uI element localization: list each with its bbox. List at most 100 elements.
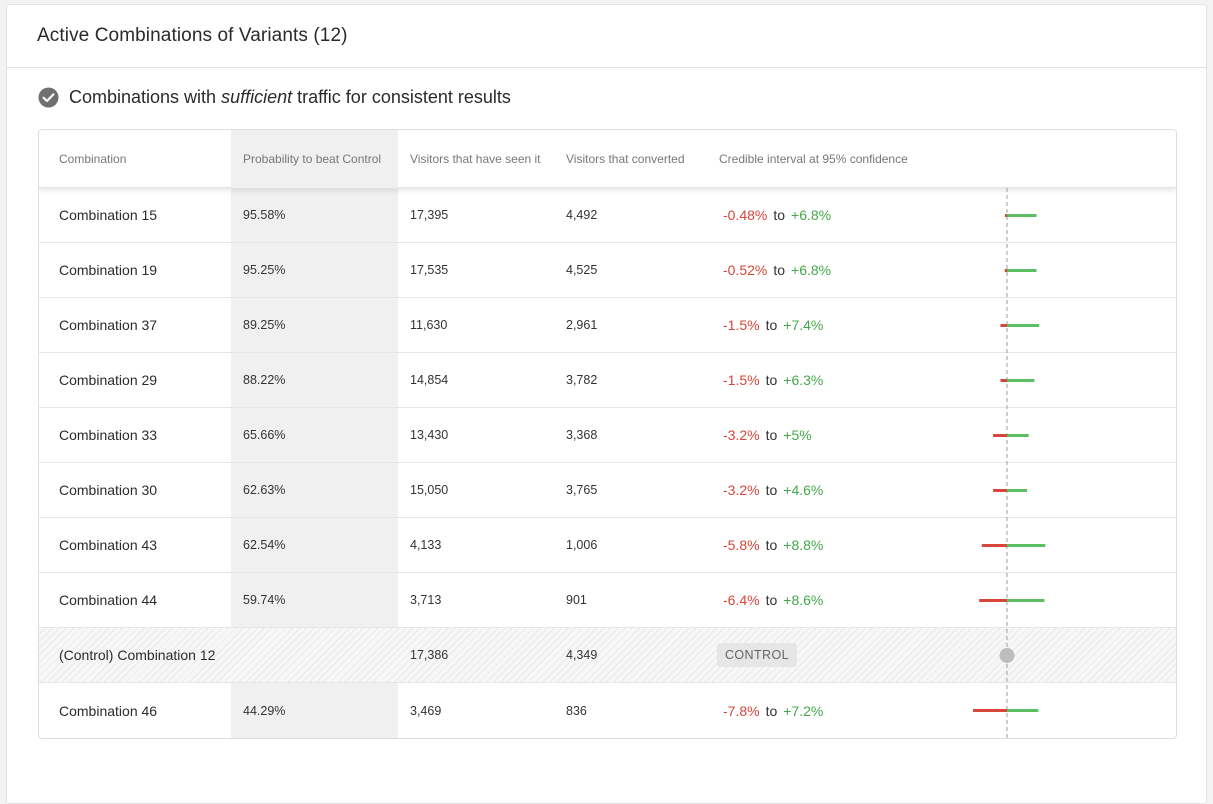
combination-name: Combination 43 <box>59 537 158 553</box>
interval-to: to <box>773 262 786 278</box>
interval-high: +7.4% <box>783 317 824 333</box>
probability-value: 95.25% <box>231 243 398 297</box>
visitors-converted-value: 4,349 <box>566 648 598 662</box>
probability-value: 59.74% <box>231 573 398 627</box>
column-header-probability[interactable]: Probability to beat Control <box>231 130 398 188</box>
combination-name: Combination 19 <box>59 262 158 278</box>
combination-name: Combination 44 <box>59 592 158 608</box>
section-title-suffix: traffic for consistent results <box>292 87 511 107</box>
combination-name: (Control) Combination 12 <box>59 647 216 663</box>
combinations-table: Combination Probability to beat Control … <box>38 129 1177 739</box>
section-title-prefix: Combinations with <box>69 87 222 107</box>
table-row-control[interactable]: (Control) Combination 12 17,386 4,349 CONTR… <box>39 628 1176 683</box>
visitors-seen-value: 4,133 <box>410 538 442 552</box>
table-row[interactable]: Combination 37 89.25% 11,630 2,961 -1.5% to +7… <box>39 298 1176 353</box>
variants-card: Active Combinations of Variants (12) Com… <box>6 4 1207 804</box>
check-circle-icon <box>38 87 59 108</box>
interval-low: -3.2% <box>723 427 760 443</box>
visitors-seen-value: 14,854 <box>410 373 449 387</box>
credible-interval-cell: -5.8% to +8.8% <box>707 518 977 572</box>
visitors-seen-value: 15,050 <box>410 483 449 497</box>
probability-value: 62.54% <box>231 518 398 572</box>
visitors-converted-value: 901 <box>566 593 587 607</box>
interval-to: to <box>773 207 786 223</box>
table-body: Combination 15 95.58% 17,395 4,492 -0.48% to +… <box>39 188 1176 738</box>
control-badge: CONTROL <box>717 643 797 667</box>
interval-high: +7.2% <box>783 702 824 719</box>
probability-value: 44.29% <box>231 683 398 738</box>
table-row[interactable]: Combination 43 62.54% 4,133 1,006 -5.8% to +8.… <box>39 518 1176 573</box>
visitors-seen-value: 17,386 <box>410 648 449 662</box>
interval-low: -0.48% <box>723 207 768 223</box>
visitors-converted-value: 4,492 <box>566 208 598 222</box>
interval-high: +5% <box>783 427 812 443</box>
interval-high: +8.8% <box>783 537 824 553</box>
column-header-credible-interval: Credible interval at 95% confidence <box>719 151 908 166</box>
interval-low: -3.2% <box>723 482 760 498</box>
table-row[interactable]: Combination 44 59.74% 3,713 901 -6.4% to +8.6% <box>39 573 1176 628</box>
interval-to: to <box>765 537 778 553</box>
interval-high: +6.3% <box>783 372 824 388</box>
credible-interval-cell: -0.52% to +6.8% <box>707 243 977 297</box>
table-row[interactable]: Combination 19 95.25% 17,535 4,525 -0.52% to +… <box>39 243 1176 298</box>
interval-high: +6.8% <box>791 207 832 223</box>
interval-high: +8.6% <box>783 592 824 608</box>
interval-to: to <box>765 592 778 608</box>
card-header: Active Combinations of Variants (12) <box>7 5 1206 68</box>
table-row[interactable]: Combination 33 65.66% 13,430 3,368 -3.2% to +5… <box>39 408 1176 463</box>
visitors-seen-value: 17,535 <box>410 263 449 277</box>
credible-interval-cell: CONTROL <box>707 628 977 682</box>
table-row[interactable]: Combination 46 44.29% 3,469 836 -7.8% to +7.2% <box>39 683 1176 738</box>
credible-interval-cell: -1.5% to +7.4% <box>707 298 977 352</box>
table-row[interactable]: Combination 29 88.22% 14,854 3,782 -1.5% to +6… <box>39 353 1176 408</box>
column-header-visitors-seen[interactable]: Visitors that have seen it <box>410 151 541 166</box>
visitors-converted-value: 4,525 <box>566 263 598 277</box>
interval-low: -6.4% <box>723 592 760 608</box>
interval-low: -0.52% <box>723 262 768 278</box>
visitors-seen-value: 11,630 <box>410 318 448 332</box>
interval-low: -1.5% <box>723 317 760 333</box>
visitors-converted-value: 3,765 <box>566 483 598 497</box>
visitors-converted-value: 2,961 <box>566 318 598 332</box>
visitors-seen-value: 17,395 <box>410 208 449 222</box>
combination-name: Combination 15 <box>59 207 158 223</box>
interval-high: +6.8% <box>791 262 832 278</box>
interval-low: -1.5% <box>723 372 760 388</box>
combination-name: Combination 46 <box>59 702 158 719</box>
credible-interval-cell: -7.8% to +7.2% <box>707 683 977 738</box>
probability-value: 88.22% <box>231 353 398 407</box>
table-row[interactable]: Combination 30 62.63% 15,050 3,765 -3.2% to +4… <box>39 463 1176 518</box>
probability-value <box>231 628 398 682</box>
visitors-seen-value: 3,713 <box>410 593 442 607</box>
interval-low: -7.8% <box>723 702 760 719</box>
visitors-converted-value: 836 <box>566 703 587 718</box>
credible-interval-cell: -3.2% to +5% <box>707 408 977 462</box>
interval-to: to <box>765 482 778 498</box>
card-title: Active Combinations of Variants (12) <box>37 25 348 46</box>
table-header: Combination Probability to beat Control … <box>39 130 1176 188</box>
visitors-converted-value: 3,782 <box>566 373 598 387</box>
combination-name: Combination 30 <box>59 482 158 498</box>
visitors-seen-value: 3,469 <box>410 703 442 718</box>
visitors-seen-value: 13,430 <box>410 428 449 442</box>
column-header-combination[interactable]: Combination <box>59 151 127 166</box>
combination-name: Combination 37 <box>59 317 158 333</box>
combination-name: Combination 33 <box>59 427 158 443</box>
combination-name: Combination 29 <box>59 372 158 388</box>
interval-low: -5.8% <box>723 537 760 553</box>
table-row[interactable]: Combination 15 95.58% 17,395 4,492 -0.48% to +… <box>39 188 1176 243</box>
section-title-emphasis: sufficient <box>221 87 293 107</box>
interval-to: to <box>765 372 778 388</box>
visitors-converted-value: 1,006 <box>566 538 598 552</box>
credible-interval-cell: -6.4% to +8.6% <box>707 573 977 627</box>
probability-value: 65.66% <box>231 408 398 462</box>
interval-to: to <box>765 317 778 333</box>
visitors-converted-value: 3,368 <box>566 428 598 442</box>
credible-interval-cell: -1.5% to +6.3% <box>707 353 977 407</box>
credible-interval-cell: -3.2% to +4.6% <box>707 463 977 517</box>
column-header-visitors-converted[interactable]: Visitors that converted <box>566 151 685 166</box>
interval-to: to <box>765 427 778 443</box>
section-title: Combinations with sufficient traffic for… <box>38 87 511 108</box>
credible-interval-cell: -0.48% to +6.8% <box>707 188 977 242</box>
probability-value: 62.63% <box>231 463 398 517</box>
